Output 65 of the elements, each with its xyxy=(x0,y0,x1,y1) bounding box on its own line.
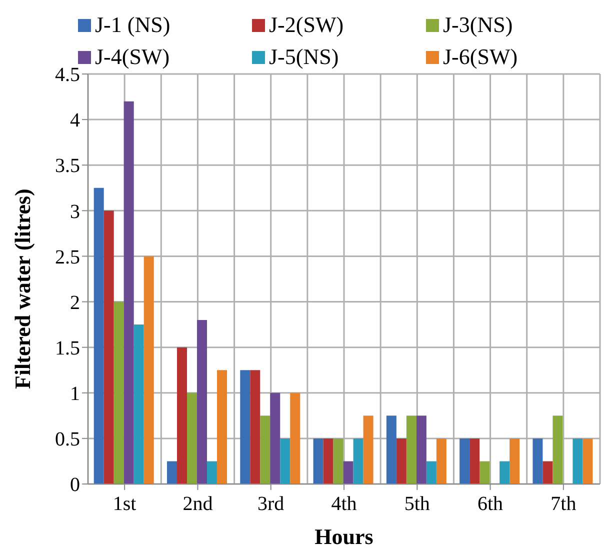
bar xyxy=(260,416,270,484)
legend-label: J-3(NS) xyxy=(443,12,513,38)
x-tick-label: 2nd xyxy=(182,493,213,516)
legend-label: J-4(SW) xyxy=(95,44,170,70)
x-tick-label: 4th xyxy=(331,493,357,516)
bar xyxy=(542,461,553,484)
bar xyxy=(323,438,334,484)
bar xyxy=(94,188,104,484)
legend-label: J-6(SW) xyxy=(443,44,518,70)
bar xyxy=(510,438,520,484)
y-tick-label: 4 xyxy=(70,110,80,132)
y-tick-label: 1.5 xyxy=(55,337,80,360)
bar xyxy=(572,438,583,484)
bar xyxy=(290,392,300,484)
bar xyxy=(386,416,396,484)
bar xyxy=(470,438,480,484)
bar xyxy=(144,256,154,484)
bar xyxy=(134,324,144,484)
bar xyxy=(166,461,177,484)
bar xyxy=(532,438,543,484)
legend-label: J-2(SW) xyxy=(269,12,344,38)
bar xyxy=(460,438,470,484)
bar xyxy=(552,416,563,484)
y-tick-label: 3 xyxy=(70,200,80,223)
y-tick-label: 3.5 xyxy=(55,155,80,178)
bar xyxy=(333,438,344,484)
bar xyxy=(426,461,436,484)
bar xyxy=(436,438,446,484)
legend-label: J-1 (NS) xyxy=(95,12,170,38)
bar xyxy=(186,392,197,484)
bar xyxy=(270,392,280,484)
bar xyxy=(500,461,510,484)
bar xyxy=(114,302,124,484)
bar xyxy=(406,416,416,484)
x-axis-title: Hours xyxy=(314,524,374,549)
x-tick-label: 1st xyxy=(112,493,137,516)
x-tick-label: 5th xyxy=(404,493,430,516)
y-tick-label: 2.5 xyxy=(55,246,80,268)
bar xyxy=(480,461,490,484)
bar xyxy=(396,438,406,484)
y-tick-label: 1 xyxy=(70,382,80,405)
y-tick-label: 0 xyxy=(70,474,80,496)
bar xyxy=(363,416,374,484)
y-tick-label: 4.5 xyxy=(55,64,80,86)
x-tick-label: 3rd xyxy=(258,493,284,516)
y-axis-title: Filtered water (litres) xyxy=(10,188,35,389)
bar xyxy=(343,461,354,484)
bar xyxy=(124,101,134,484)
bar xyxy=(104,210,114,484)
bar xyxy=(240,370,250,484)
bar xyxy=(176,347,187,484)
bar xyxy=(206,461,217,484)
bar xyxy=(216,370,227,484)
bar xyxy=(280,438,290,484)
y-tick-label: 0.5 xyxy=(55,428,80,451)
legend-label: J-5(NS) xyxy=(269,44,339,70)
bar xyxy=(582,438,593,484)
x-tick-label: 7th xyxy=(550,493,576,516)
bar xyxy=(196,320,207,484)
x-tick-label: 6th xyxy=(478,493,504,516)
y-tick-label: 2 xyxy=(70,292,80,314)
bar xyxy=(313,438,324,484)
bar xyxy=(250,370,260,484)
bar xyxy=(416,416,426,484)
bar xyxy=(353,438,364,484)
